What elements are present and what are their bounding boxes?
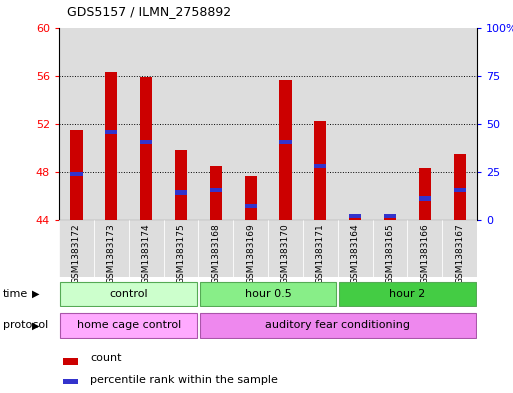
Bar (164, 220, 199, 277)
Bar (63, 379, 78, 384)
Bar (384, 214, 396, 218)
Text: GSM1383164: GSM1383164 (351, 223, 360, 284)
Text: GSM1383172: GSM1383172 (72, 223, 81, 284)
Text: ▶: ▶ (32, 289, 40, 299)
Bar (199, 220, 233, 277)
Bar (59, 220, 94, 277)
Bar (384, 218, 396, 220)
Bar (372, 220, 407, 277)
Text: GSM1383171: GSM1383171 (316, 223, 325, 284)
Text: hour 2: hour 2 (389, 289, 425, 299)
Bar (268, 220, 303, 277)
Bar (349, 218, 361, 220)
Bar (245, 176, 256, 220)
Text: hour 0.5: hour 0.5 (245, 289, 291, 299)
Text: GSM1383166: GSM1383166 (420, 223, 429, 284)
Bar (175, 190, 187, 195)
Text: GDS5157 / ILMN_2758892: GDS5157 / ILMN_2758892 (67, 5, 231, 18)
Bar (338, 220, 372, 277)
Text: GSM1383175: GSM1383175 (176, 223, 185, 284)
Bar (233, 220, 268, 277)
Bar (129, 28, 164, 220)
Bar (210, 188, 222, 192)
Bar (280, 81, 291, 220)
Bar (210, 166, 222, 220)
Text: GSM1383167: GSM1383167 (455, 223, 464, 284)
Bar (164, 28, 199, 220)
Bar (129, 220, 164, 277)
Bar (200, 282, 337, 306)
Bar (70, 130, 83, 220)
Bar (105, 130, 117, 134)
Text: auditory fear conditioning: auditory fear conditioning (265, 320, 410, 331)
Text: GSM1383165: GSM1383165 (385, 223, 394, 284)
Bar (407, 28, 442, 220)
Bar (59, 28, 94, 220)
Bar (140, 140, 152, 144)
Bar (442, 28, 477, 220)
Bar (61, 282, 197, 306)
Bar (314, 121, 326, 220)
Bar (419, 196, 431, 200)
Bar (233, 28, 268, 220)
Bar (63, 358, 78, 365)
Bar (70, 172, 83, 176)
Bar (453, 188, 466, 192)
Bar (338, 28, 372, 220)
Text: GSM1383170: GSM1383170 (281, 223, 290, 284)
Bar (94, 220, 129, 277)
Bar (175, 150, 187, 220)
Bar (442, 220, 477, 277)
Bar (303, 220, 338, 277)
Text: GSM1383169: GSM1383169 (246, 223, 255, 284)
Bar (268, 28, 303, 220)
Bar (280, 140, 291, 144)
Bar (61, 313, 197, 338)
Bar (419, 168, 431, 220)
Bar (339, 282, 476, 306)
Text: count: count (90, 353, 122, 363)
Text: GSM1383173: GSM1383173 (107, 223, 116, 284)
Bar (94, 28, 129, 220)
Bar (303, 28, 338, 220)
Bar (349, 214, 361, 218)
Bar (200, 313, 476, 338)
Text: GSM1383174: GSM1383174 (142, 223, 151, 284)
Bar (105, 72, 117, 220)
Text: GSM1383168: GSM1383168 (211, 223, 220, 284)
Bar (372, 28, 407, 220)
Bar (199, 28, 233, 220)
Bar (314, 164, 326, 168)
Text: home cage control: home cage control (76, 320, 181, 331)
Bar (407, 220, 442, 277)
Bar (453, 154, 466, 220)
Text: ▶: ▶ (32, 320, 40, 331)
Text: control: control (109, 289, 148, 299)
Bar (245, 204, 256, 208)
Text: protocol: protocol (3, 320, 48, 331)
Text: time: time (3, 289, 28, 299)
Text: percentile rank within the sample: percentile rank within the sample (90, 375, 278, 385)
Bar (140, 77, 152, 220)
